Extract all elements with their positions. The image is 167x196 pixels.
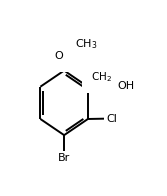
Text: CH$_3$: CH$_3$ — [75, 38, 97, 51]
Text: Cl: Cl — [106, 114, 117, 124]
Text: CH$_2$: CH$_2$ — [91, 71, 112, 84]
Text: OH: OH — [118, 81, 135, 91]
Text: O: O — [54, 51, 63, 61]
Text: Br: Br — [58, 153, 70, 163]
